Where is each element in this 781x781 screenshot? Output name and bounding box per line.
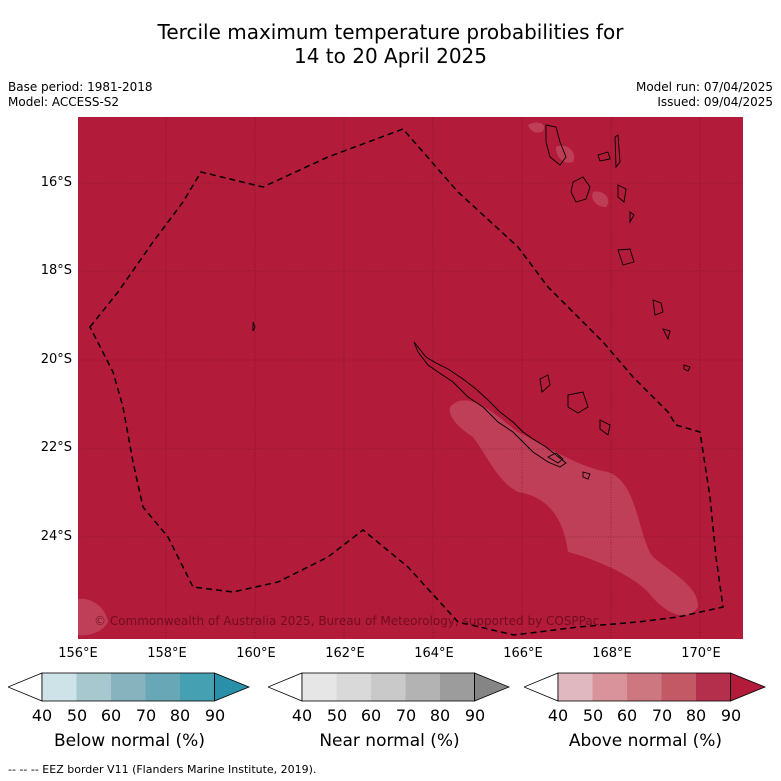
lon-label-166e: 166°E (503, 646, 543, 661)
copyright-notice: © Commonwealth of Australia 2025, Bureau… (94, 614, 600, 628)
eez-border (89, 128, 724, 636)
cb-above-tick-60: 60 (616, 706, 638, 725)
title-line-1: Tercile maximum temperature probabilitie… (157, 20, 624, 44)
cb-near-tick-70: 70 (395, 706, 417, 725)
lon-label-170e: 170°E (681, 646, 721, 661)
loyalty-3 (599, 419, 611, 436)
base-period: Base period: 1981-2018 (8, 80, 153, 94)
cb-near-tick-40: 40 (291, 706, 313, 725)
vanuatu-8 (652, 299, 664, 316)
island-a (547, 452, 564, 464)
cb-below-bin-5 (180, 673, 215, 701)
cb-near-bin-1 (302, 673, 337, 701)
cb-below-bin-2 (76, 673, 111, 701)
cb-above-tick-70: 70 (651, 706, 673, 725)
title-line-2: 14 to 20 April 2025 (293, 44, 488, 68)
new-caledonia-coast (413, 341, 567, 468)
model-name: Model: ACCESS-S2 (8, 95, 120, 109)
lat-label-24s: 24°S (40, 529, 72, 544)
cb-below-tick-80: 80 (169, 706, 191, 725)
lat-label-16s: 16°S (40, 175, 72, 190)
cb-below-bin-1 (42, 673, 77, 701)
cb-near-tick-60: 60 (360, 706, 382, 725)
vanuatu-10 (683, 364, 691, 372)
cb-below-tick-50: 50 (66, 706, 88, 725)
colorbar-title-below: Below normal (%) (54, 731, 205, 751)
lon-label-164e: 164°E (414, 646, 454, 661)
cb-above-bin-4 (661, 673, 696, 701)
walpole (582, 471, 591, 480)
patch-vanuatu-north (528, 122, 545, 133)
vanuatu-4 (614, 134, 621, 169)
patch-vanuatu-3 (592, 191, 609, 207)
cb-below-low-arrow (8, 672, 43, 702)
cb-near-bin-2 (336, 673, 371, 701)
lat-label-18s: 18°S (40, 263, 72, 278)
probability-patches (78, 122, 698, 636)
eez-legend-note: -- -- -- EEZ border V11 (Flanders Marine… (8, 763, 317, 776)
vanuatu-espiritu (545, 124, 567, 166)
coastlines (252, 124, 691, 480)
cb-above-tick-90: 90 (720, 706, 742, 725)
lon-label-158e: 158°E (147, 646, 187, 661)
meta-right: Model run: 07/04/2025 Issued: 09/04/2025 (636, 80, 773, 110)
cb-near-bin-3 (371, 673, 406, 701)
model-run: Model run: 07/04/2025 (635, 80, 773, 94)
cb-above-bin-5 (696, 673, 731, 701)
map-panel (78, 117, 743, 639)
vanuatu-3 (597, 151, 611, 162)
colorbar-near-normal (268, 672, 511, 702)
map-title: Tercile maximum temperature probabilitie… (0, 20, 781, 68)
cb-below-bin-4 (145, 673, 180, 701)
vanuatu-2 (570, 176, 591, 203)
map-canvas (78, 117, 743, 639)
loyalty-2 (567, 391, 589, 414)
cb-near-tick-50: 50 (326, 706, 348, 725)
cb-below-tick-90: 90 (204, 706, 226, 725)
cb-below-tick-60: 60 (100, 706, 122, 725)
cb-near-low-arrow (268, 672, 303, 702)
vanuatu-7 (617, 248, 635, 266)
colorbar-above-normal (524, 672, 767, 702)
graticule (78, 117, 743, 639)
colorbar-below-normal (8, 672, 251, 702)
lat-label-22s: 22°S (40, 440, 72, 455)
vanuatu-9 (662, 328, 671, 341)
lon-label-162e: 162°E (325, 646, 365, 661)
cb-near-bin-5 (440, 673, 475, 701)
vanuatu-6 (629, 211, 635, 224)
cb-above-high-arrow (730, 672, 767, 702)
cb-below-bin-3 (111, 673, 146, 701)
cb-above-tick-80: 80 (685, 706, 707, 725)
patch-southwest (78, 598, 108, 636)
colorbar-title-above: Above normal (%) (568, 731, 723, 751)
cb-above-tick-40: 40 (547, 706, 569, 725)
issued-date: Issued: 09/04/2025 (657, 95, 773, 109)
cb-above-bin-1 (558, 673, 593, 701)
patch-new-caledonia-south (449, 400, 698, 616)
meta-left: Base period: 1981-2018 Model: ACCESS-S2 (8, 80, 153, 110)
loyalty-1 (539, 374, 551, 393)
cb-near-tick-80: 80 (429, 706, 451, 725)
lon-label-168e: 168°E (592, 646, 632, 661)
lon-label-160e: 160°E (236, 646, 276, 661)
cb-below-high-arrow (214, 672, 251, 702)
cb-above-bin-3 (627, 673, 662, 701)
cb-near-high-arrow (474, 672, 511, 702)
lat-label-20s: 20°S (40, 352, 72, 367)
cb-near-bin-4 (405, 673, 440, 701)
colorbar-title-near: Near normal (%) (319, 731, 460, 751)
lon-label-156e: 156°E (58, 646, 98, 661)
cb-above-low-arrow (524, 672, 559, 702)
matthew (252, 321, 256, 332)
cb-above-tick-50: 50 (582, 706, 604, 725)
cb-below-tick-40: 40 (31, 706, 53, 725)
cb-above-bin-2 (592, 673, 627, 701)
vanuatu-5 (617, 184, 627, 203)
cb-near-tick-90: 90 (464, 706, 486, 725)
cb-below-tick-70: 70 (135, 706, 157, 725)
